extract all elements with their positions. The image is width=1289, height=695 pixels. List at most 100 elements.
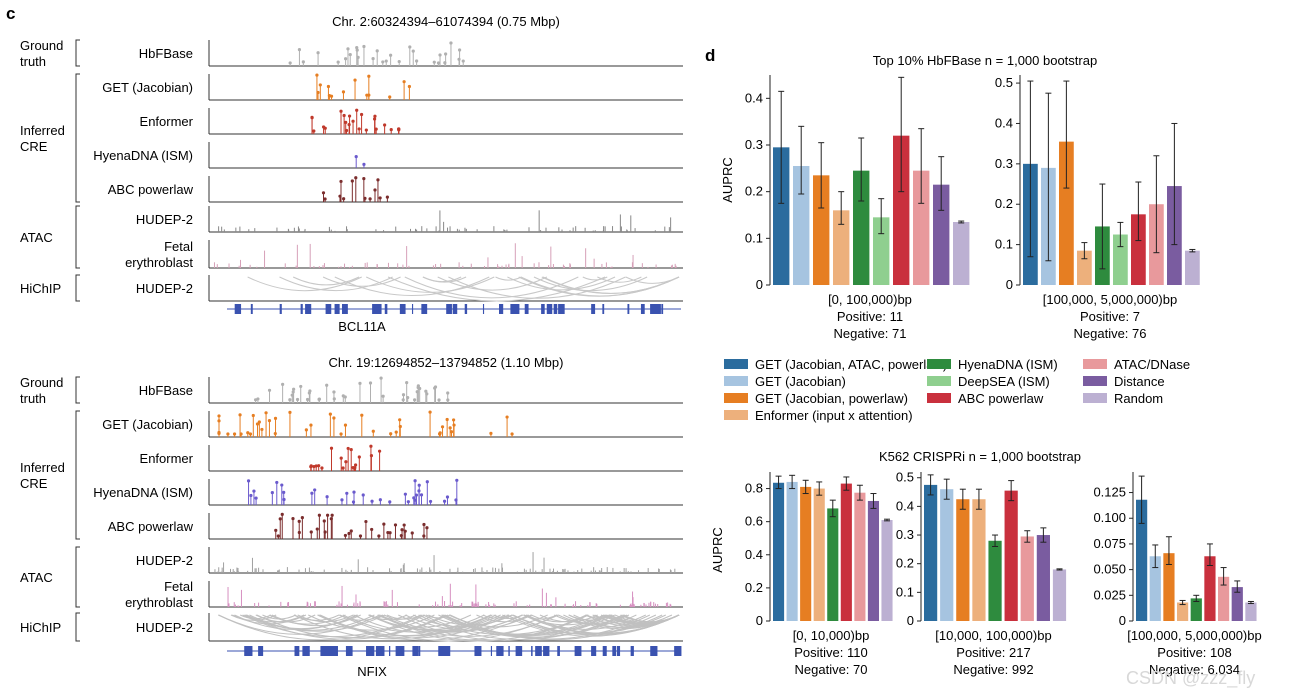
x-axis-label-line: [100,000, 5,000,000)bp [1043,292,1177,307]
gene-exon [553,304,557,314]
panel-c-letter: c [6,4,15,23]
legend-item: Distance [1083,374,1165,389]
track-lollipop-head [389,432,393,436]
track-lollipop-head [343,423,348,427]
track-lollipop-head [341,466,345,470]
y-tick-label: 0.1 [995,237,1013,252]
track-lollipop-head [356,55,360,59]
track-label-line: Fetal [164,239,193,254]
track-label: Enformer [140,114,194,129]
gene-exon [536,646,542,656]
track-lollipop-head [452,418,456,422]
gene-exon [372,304,378,314]
bar [854,492,866,621]
gene-exon [279,304,282,314]
track-lollipop-head [413,398,417,402]
group-label: Inferred CRE [20,460,65,491]
group-label: Inferred CRE [20,123,65,154]
track-lollipop-head [332,416,336,420]
track-lollipop-head [373,114,377,118]
gene-exon [541,304,545,314]
track-lollipop-head [249,493,253,498]
track-lollipop-head [489,431,493,435]
bar [1131,214,1146,285]
track-lollipop-head [282,490,286,494]
group-label-line: truth [20,54,46,69]
gene-exon [395,646,405,656]
track-lollipop-head [398,424,402,429]
track-hichip-arc [279,276,393,292]
track-hichip-arc [339,614,558,642]
gene-exon [258,646,264,656]
gene-exon [612,646,617,656]
gene-exon [630,646,634,656]
track-lollipop-head [445,417,449,422]
bar [793,166,810,285]
group-bracket [75,205,80,269]
bar [1077,250,1092,285]
y-tick-label: 0.8 [745,481,763,496]
track-lollipop-head [280,512,284,516]
bar [913,170,930,285]
gene-exon [309,304,312,314]
y-tick-label: 0.2 [995,196,1013,211]
track-lollipop-head [413,479,417,483]
track-lollipop-head [393,523,398,527]
group-label-line: truth [20,391,46,406]
gene-exon [654,304,660,314]
gene-exon [326,646,332,656]
track-lollipop-head [381,394,385,398]
y-tick-label: 0.3 [995,156,1013,171]
track-hichip-arc [425,614,451,619]
y-tick-label: 0 [756,613,763,628]
track-lollipop-head [238,413,242,417]
track-lollipop-head [355,45,359,50]
gene-exon [661,304,664,314]
track-lollipop-head [369,453,374,458]
gene-exon [239,304,241,314]
track-hichip-arc [428,614,513,626]
track-hichip-arc [368,614,408,621]
track-label: HUDEP-2 [136,212,193,227]
track-hichip-arc [386,614,422,620]
y-tick-label: 0.4 [745,90,763,105]
track-lollipop-head [313,488,317,492]
track-lollipop-head [505,415,509,419]
gene-exon [559,304,565,314]
track-hichip-arc [448,276,626,299]
group-bracket [75,546,80,608]
legend-item: GET (Jacobian) [724,374,846,389]
track-hichip-arc [437,276,548,291]
track-lollipop-head [339,456,343,460]
track-lollipop-head [343,533,348,538]
track-lollipop-head [317,464,321,468]
panel-d-bar-charts: Top 10% HbFBase n = 1,000 bootstrap AUPRC… [710,53,1262,677]
gene-exon [514,304,520,314]
group-label-line: Ground [20,375,63,390]
track-lollipop-head [226,432,230,436]
track-lollipop-head [382,522,386,526]
track-hichip-arc [568,614,673,628]
y-tick-label: 0 [756,277,763,292]
track-lollipop-head [281,382,285,386]
gene-exon [334,304,340,314]
track-lollipop-head [297,530,301,535]
track-lollipop-head [309,423,313,427]
x-axis-label-line: Positive: 217 [956,645,1030,660]
track-lollipop-head [442,499,447,503]
track-lollipop-head [342,197,346,201]
track-lollipop-head [378,196,382,200]
track-lollipop-head [377,449,382,453]
track-lollipop-head [291,517,295,521]
track-hichip-arc [482,614,510,619]
track-lollipop-head [246,479,251,483]
track-label: Fetal erythroblast [125,579,193,610]
gene-exon [411,304,414,314]
legend-swatch [1083,393,1107,403]
track-lollipop-head [461,59,465,63]
track-lollipop-head [349,529,353,533]
track-lollipop-head [354,155,358,159]
gene-exon [591,304,596,314]
gene-exon [602,646,607,656]
track-label-line: HyenaDNA (ISM) [93,148,193,163]
